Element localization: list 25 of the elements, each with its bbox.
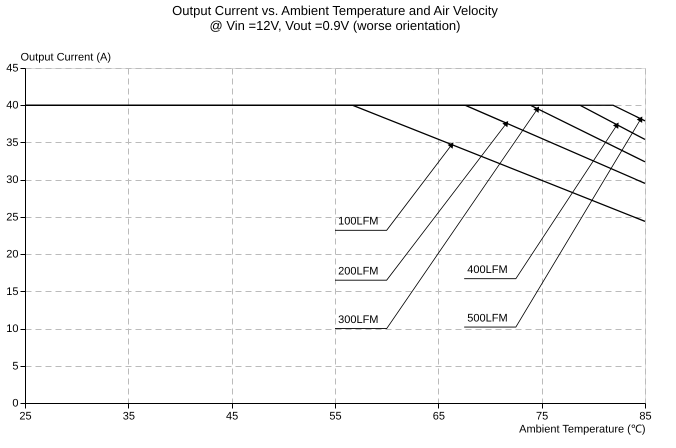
chart-subtitle: @ Vin =12V, Vout =0.9V (worse orientation) <box>210 18 460 33</box>
text: 500LFM <box>467 312 508 324</box>
text: 300LFM <box>338 314 378 326</box>
y-tick-label: 20 <box>6 248 18 261</box>
text: 400LFM <box>467 264 508 276</box>
x-tick-label: 45 <box>226 410 238 422</box>
y-axis-title: Output Current (A) <box>20 52 111 64</box>
text: 200LFM <box>338 265 378 278</box>
text: 100LFM <box>338 216 378 228</box>
x-tick-label: 75 <box>536 410 548 422</box>
x-tick-label: 85 <box>639 410 652 422</box>
y-tick-label: 45 <box>6 62 18 74</box>
y-tick-label: 25 <box>6 211 18 224</box>
y-tick-label: 0 <box>12 398 18 410</box>
x-tick-label: 65 <box>432 410 445 422</box>
chart-title: Output Current vs. Ambient Temperature and Air Velocity <box>172 3 498 18</box>
y-tick-label: 5 <box>12 360 18 372</box>
x-axis-title: Ambient Temperature (℃) <box>519 424 646 436</box>
y-tick-label: 10 <box>6 323 18 336</box>
y-tick-label: 40 <box>6 100 18 112</box>
x-tick-label: 35 <box>122 410 135 422</box>
y-tick-label: 15 <box>6 286 18 298</box>
x-tick-label: 55 <box>329 410 342 422</box>
y-tick-label: 35 <box>6 136 18 149</box>
y-tick-label: 30 <box>6 174 18 186</box>
